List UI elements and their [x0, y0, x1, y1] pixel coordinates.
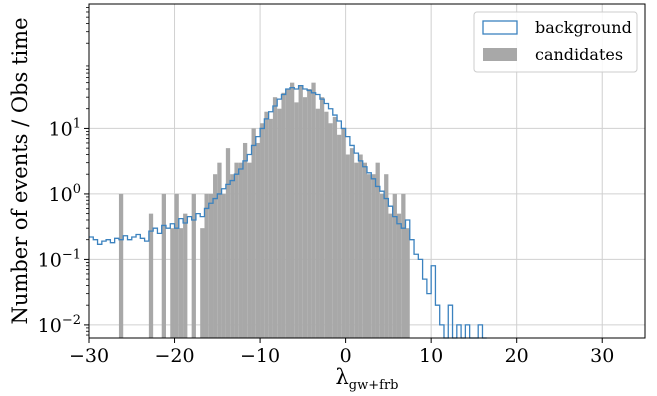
legend-swatch-candidates [483, 48, 517, 61]
candidate-bar [251, 128, 256, 338]
candidate-bar [148, 213, 154, 338]
plot-frame [88, 3, 646, 339]
candidate-bar [272, 97, 278, 339]
y-axis-title: Number of events / Obs time [8, 18, 32, 325]
candidate-bar [319, 97, 325, 339]
candidate-bar [307, 89, 312, 338]
candidate-bar [281, 92, 286, 338]
candidate-bar [332, 116, 338, 338]
candidate-bar [217, 162, 222, 338]
x-axis-title: λgw+frb [335, 365, 398, 393]
x-axis-symbol: λ [335, 365, 348, 389]
candidate-bar [161, 193, 166, 338]
background-step-path [89, 85, 487, 339]
candidate-bar [298, 85, 303, 338]
y-tick-label: 10−2 [38, 313, 81, 337]
y-tick-label: 10−1 [38, 247, 81, 271]
candidate-bar [290, 82, 295, 338]
candidate-bar [375, 162, 380, 338]
candidate-bar [405, 228, 410, 338]
candidate-bar [345, 154, 350, 338]
candidate-bar [388, 213, 393, 338]
x-tick-label: 10 [419, 345, 443, 367]
x-tick-label: −10 [240, 345, 280, 367]
candidate-bar [311, 82, 316, 338]
legend-label-candidates: candidates [535, 45, 623, 64]
candidate-bar [285, 89, 291, 338]
x-tick-label: 30 [590, 345, 614, 367]
candidate-bar [230, 174, 235, 338]
candidate-bar [302, 97, 308, 339]
candidate-bar [174, 193, 179, 338]
axis-ticks: −30 −20 −10 0 10 20 30 10−2 10−1 100 101 [38, 7, 614, 367]
candidate-bar [379, 193, 385, 338]
candidate-bar [315, 108, 320, 338]
candidate-bar [277, 108, 282, 338]
candidate-bar [349, 148, 355, 338]
candidate-bar [354, 162, 359, 338]
x-tick-label: −30 [69, 345, 109, 367]
legend: background candidates [473, 11, 638, 73]
candidate-bar [401, 193, 406, 338]
candidate-bar [183, 213, 188, 338]
candidate-bar [242, 142, 248, 338]
candidate-bar [367, 174, 372, 338]
candidate-bar [238, 162, 243, 338]
candidate-bar [371, 174, 376, 338]
y-tick-label: 101 [49, 116, 81, 140]
candidate-bar [204, 193, 209, 338]
candidate-bar [324, 111, 329, 338]
legend-swatch-background [482, 20, 518, 35]
candidate-bar [268, 118, 273, 338]
candidate-bar [247, 162, 252, 338]
candidate-bar [396, 213, 402, 338]
candidate-bar [260, 123, 265, 338]
candidate-bar [255, 142, 261, 338]
x-tick-label: 0 [340, 345, 352, 367]
candidate-bar [234, 162, 239, 338]
candidate-bar [294, 102, 299, 338]
candidate-bar [191, 193, 196, 338]
candidate-bar [392, 193, 397, 338]
candidate-bar [213, 174, 218, 338]
candidate-bar [362, 162, 367, 338]
candidate-bar [208, 193, 214, 338]
candidate-bar [225, 148, 231, 338]
x-tick-label: −20 [154, 345, 194, 367]
legend-label-background: background [535, 18, 632, 37]
candidate-bar [337, 134, 342, 338]
candidate-bar [200, 228, 205, 338]
candidate-bar [384, 174, 389, 338]
x-tick-label: 20 [505, 345, 529, 367]
background-step-line [89, 85, 487, 339]
candidate-bar [118, 193, 124, 338]
candidate-bar [358, 154, 363, 338]
candidate-bar [328, 123, 333, 338]
candidate-bar [341, 128, 346, 338]
candidate-bar [264, 111, 269, 338]
candidates-bars [118, 82, 410, 339]
candidate-bar [178, 228, 184, 338]
y-tick-label: 100 [49, 182, 81, 206]
x-axis-subscript: gw+frb [349, 378, 399, 393]
candidate-bar [221, 193, 226, 338]
candidate-bar [170, 228, 175, 338]
